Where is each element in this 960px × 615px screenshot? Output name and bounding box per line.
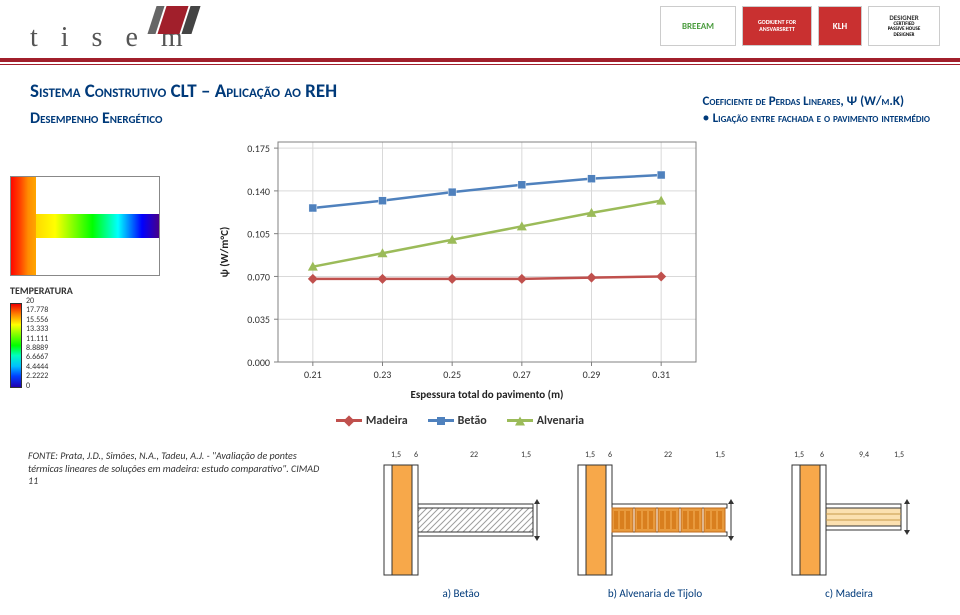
- section-b: 1,5 6 22 1,5 b) Alvenaria de Tijolo: [564, 450, 746, 600]
- svg-text:0.27: 0.27: [513, 368, 531, 381]
- svg-text:0.175: 0.175: [247, 142, 270, 155]
- badge-designer: DESIGNER CERTIFIED PASSIVE HOUSE DESIGNE…: [868, 6, 940, 46]
- header-badges: BREEAM GODKJENT FOR ANSVARSRETT KLH DESI…: [660, 6, 940, 46]
- svg-text:0.29: 0.29: [583, 368, 601, 381]
- section-c: 1,5 6 9,4 1,5 c) Madeira: [758, 450, 940, 600]
- sub-info: Coeficiente de Perdas Lineares, Ψ (W/m.K…: [703, 94, 930, 126]
- header-bar: t i s e m BREEAM GODKJENT FOR ANSVARSRET…: [0, 0, 960, 60]
- coef-label: Coeficiente de Perdas Lineares, Ψ (W/m.K…: [703, 94, 930, 109]
- svg-text:0.31: 0.31: [652, 368, 670, 381]
- chart-legend: Madeira Betão Alvenaria: [210, 412, 710, 428]
- svg-text:0.070: 0.070: [247, 270, 270, 283]
- citation-text: FONTE: Prata, J.D., Simões, N.A., Tadeu,…: [28, 450, 328, 488]
- legend-item: Alvenaria: [507, 414, 584, 428]
- temperature-legend-title: TEMPERATURA: [10, 284, 190, 297]
- cross-sections: 1,5 6 22 1,5: [370, 450, 940, 600]
- section-b-caption: b) Alvenaria de Tijolo: [564, 587, 746, 600]
- svg-text:0.21: 0.21: [304, 368, 322, 381]
- svg-text:0.23: 0.23: [374, 368, 392, 381]
- svg-text:0.140: 0.140: [247, 185, 270, 198]
- legend-item: Betão: [428, 414, 487, 428]
- svg-text:Espessura total do pavimento (: Espessura total do pavimento (m): [411, 388, 564, 401]
- legend-item: Madeira: [336, 414, 408, 428]
- section-a-dims: 1,5 6 22 1,5: [370, 450, 552, 460]
- svg-text:0.000: 0.000: [247, 356, 270, 369]
- colorbar: [10, 303, 22, 388]
- section-c-caption: c) Madeira: [758, 587, 940, 600]
- section-a-svg: [379, 460, 544, 580]
- section-c-svg: [767, 460, 932, 580]
- logo-building-icon: [150, 6, 196, 39]
- section-b-dims: 1,5 6 22 1,5: [564, 450, 746, 460]
- header-rule: [0, 58, 960, 65]
- svg-text:0.035: 0.035: [247, 313, 270, 326]
- svg-text:ψ (W/m°C): ψ (W/m°C): [218, 227, 231, 278]
- section-a-caption: a) Betão: [370, 587, 552, 600]
- temperature-legend: TEMPERATURA 2017.778 15.55613.333 11.111…: [10, 284, 190, 391]
- svg-text:0.25: 0.25: [443, 368, 461, 381]
- thermal-figure: TEMPERATURA 2017.778 15.55613.333 11.111…: [10, 176, 190, 391]
- badge-breeam: BREEAM: [660, 6, 736, 46]
- section-b-svg: [573, 460, 738, 580]
- svg-text:0.105: 0.105: [247, 228, 270, 241]
- section-c-dims: 1,5 6 9,4 1,5: [758, 450, 940, 460]
- sub-bullet: Ligação entre fachada e o pavimento inte…: [703, 109, 930, 126]
- colorbar-ticks: 2017.778 15.55613.333 11.1118.8889 6.666…: [26, 297, 48, 391]
- badge-godkjent: GODKJENT FOR ANSVARSRETT: [742, 6, 812, 46]
- badge-klh: KLH: [818, 6, 862, 46]
- thermal-section-image: [10, 176, 160, 276]
- psi-chart: 0.000 0.035 0.070 0.105 0.140 0.175 0.21 0.23 0.…: [210, 132, 710, 412]
- section-a: 1,5 6 22 1,5: [370, 450, 552, 600]
